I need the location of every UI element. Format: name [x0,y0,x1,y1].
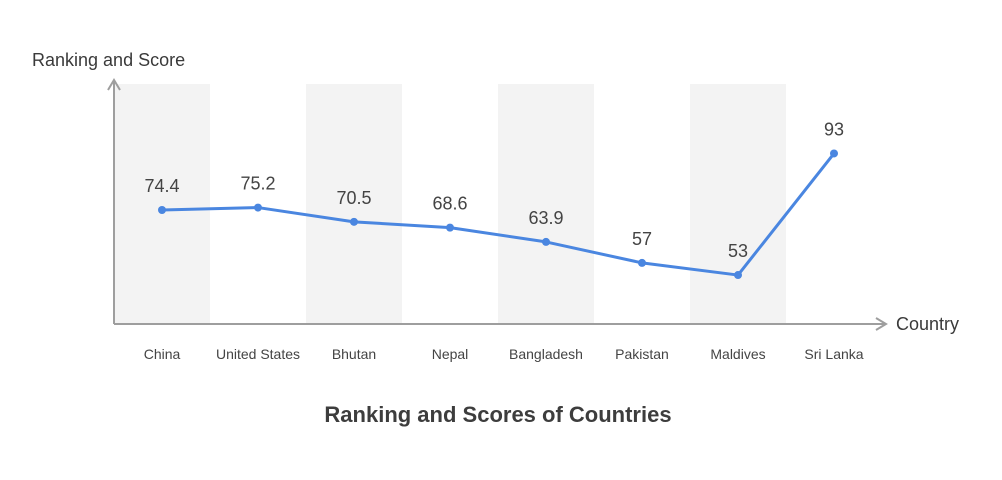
data-label: 93 [824,119,844,139]
data-label: 53 [728,241,748,261]
y-axis-title: Ranking and Score [32,50,185,70]
data-point [638,258,646,267]
x-axis [114,317,888,331]
x-axis-title: Country [896,314,959,334]
y-axis [107,78,121,324]
series-group: 74.4 75.2 70.5 68.6 63.9 57 53 93 [144,119,844,280]
x-tick-label: United States [216,346,300,362]
x-tick-label: Maldives [710,346,765,362]
chart-title: Ranking and Scores of Countries [324,402,671,427]
category-band [690,84,786,324]
data-label: 74.4 [144,176,179,196]
category-band [498,84,594,324]
data-label: 70.5 [336,188,371,208]
x-tick-label: China [144,346,181,362]
data-label: 75.2 [240,174,275,194]
category-band [114,84,210,324]
data-point [158,206,166,214]
data-point [542,237,550,246]
category-bands [114,84,786,324]
x-tick-label: Sri Lanka [804,346,863,362]
x-tick-label: Pakistan [615,346,669,362]
data-point [446,223,454,232]
x-tick-label: Bhutan [332,346,376,362]
data-label: 68.6 [432,194,467,214]
data-label: 57 [632,229,652,249]
data-point [254,203,262,212]
x-tick-label: Bangladesh [509,346,583,362]
data-label: 63.9 [528,208,563,228]
x-tick-labels: China United States Bhutan Nepal Bangladesh P… [144,346,864,362]
series-line [160,151,836,277]
x-tick-label: Nepal [432,346,469,362]
category-band [306,84,402,324]
data-point [734,271,742,280]
data-point [350,217,358,226]
data-point [830,149,838,158]
